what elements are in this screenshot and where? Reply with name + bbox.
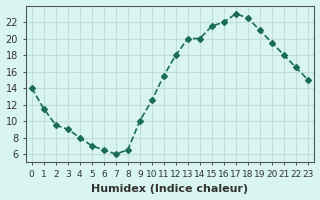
X-axis label: Humidex (Indice chaleur): Humidex (Indice chaleur) (91, 184, 248, 194)
